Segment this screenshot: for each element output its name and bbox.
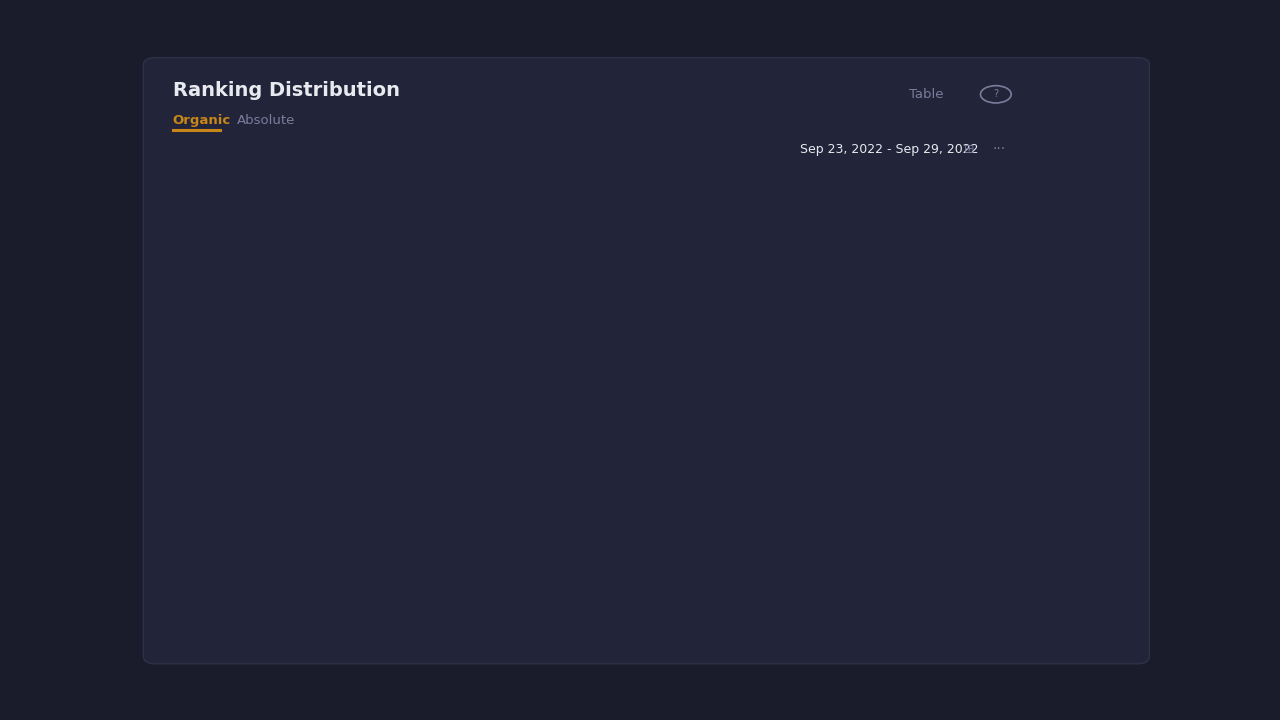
Text: 10.65%: 10.65% [289, 262, 335, 271]
Bar [279, 351, 344, 562]
Bar [781, 351, 846, 562]
Bar [404, 269, 470, 287]
Text: 6.94%: 6.94% [293, 230, 332, 240]
Bar [1032, 228, 1097, 269]
Text: 58.06%: 58.06% [540, 454, 585, 464]
Bar [906, 318, 972, 355]
Bar [530, 223, 595, 246]
Text: Stacked Column: Stacked Column [748, 88, 854, 101]
Text: 6.91%: 6.91% [419, 294, 457, 304]
Text: Ranking Distribution: Ranking Distribution [173, 81, 399, 100]
Bar [530, 316, 595, 357]
Text: Table: Table [909, 88, 943, 101]
Text: 5.07%: 5.07% [919, 229, 957, 239]
Bar [906, 225, 972, 243]
Text: Rank 1 - 3: Rank 1 - 3 [195, 621, 256, 631]
Bar [906, 355, 972, 562]
Bar [279, 248, 344, 286]
Bar [655, 360, 721, 562]
Text: 6.45%: 6.45% [419, 215, 457, 225]
Text: 6.45%: 6.45% [544, 230, 581, 240]
Bar [655, 318, 721, 360]
Text: Rank 4 - 10: Rank 4 - 10 [308, 621, 378, 631]
Bar [404, 232, 470, 269]
Bar [279, 286, 344, 312]
Text: 10.6%: 10.6% [419, 246, 457, 256]
Text: 59.72%: 59.72% [289, 451, 335, 462]
Bar [530, 284, 595, 316]
Text: 60.37%: 60.37% [1041, 450, 1087, 460]
Text: Organic: Organic [173, 114, 232, 127]
Text: 7.41%: 7.41% [795, 294, 832, 304]
Text: ⊞: ⊞ [964, 143, 974, 156]
Text: 57.14%: 57.14% [666, 456, 710, 466]
Text: 6.94%: 6.94% [795, 230, 832, 240]
Text: 59.45%: 59.45% [415, 451, 461, 462]
Bar [1032, 269, 1097, 289]
Text: 10.65%: 10.65% [791, 262, 836, 271]
Bar [781, 286, 846, 312]
Text: 11.11%: 11.11% [791, 326, 836, 336]
Bar [404, 311, 470, 352]
Text: 11.52%: 11.52% [415, 327, 461, 336]
Text: 6.45%: 6.45% [669, 225, 707, 235]
Text: 9.22%: 9.22% [1044, 328, 1083, 338]
Text: ···: ··· [992, 142, 1005, 156]
Text: 9.22%: 9.22% [544, 295, 581, 305]
Text: Rank 31 - 100: Rank 31 - 100 [654, 621, 739, 631]
Text: 9.68%: 9.68% [669, 296, 707, 306]
Bar [781, 312, 846, 351]
Text: 11.52%: 11.52% [540, 331, 585, 341]
Bar [655, 219, 721, 241]
Text: ?: ? [993, 89, 998, 99]
Text: 11.98%: 11.98% [666, 258, 710, 267]
Bar [530, 357, 595, 562]
Bar [279, 312, 344, 351]
Bar [655, 284, 721, 318]
Bar [655, 241, 721, 284]
Bar [906, 285, 972, 318]
Bar [781, 248, 846, 286]
Text: 7.83%: 7.83% [1044, 297, 1083, 307]
Text: ▾: ▾ [238, 145, 243, 155]
Text: 5.53%: 5.53% [1044, 274, 1083, 284]
Text: 7.41%: 7.41% [293, 294, 332, 304]
Text: 59.72%: 59.72% [791, 451, 836, 462]
Text: Absolute: Absolute [237, 114, 296, 127]
Bar [530, 246, 595, 284]
Text: Rank 11 - 20: Rank 11 - 20 [422, 621, 499, 631]
Text: Not Ranked: Not Ranked [778, 621, 850, 631]
Text: 11.11%: 11.11% [289, 326, 335, 336]
Text: 10.6%: 10.6% [919, 331, 957, 341]
Text: Daily: Daily [186, 142, 218, 155]
Bar [1032, 289, 1097, 316]
Bar [279, 223, 344, 248]
Text: Sep 23, 2022 - Sep 29, 2022: Sep 23, 2022 - Sep 29, 2022 [800, 143, 978, 156]
Text: Rank 21 - 30: Rank 21 - 30 [540, 621, 617, 631]
Bar [404, 209, 470, 232]
Bar [906, 243, 972, 285]
Text: 10.6%: 10.6% [544, 260, 581, 270]
Bar [1032, 316, 1097, 348]
Bar [404, 287, 470, 311]
Bar [1032, 209, 1097, 228]
Text: 11.98%: 11.98% [916, 259, 961, 269]
Text: 5.07%: 5.07% [419, 273, 457, 283]
Bar [1032, 348, 1097, 562]
Text: 11.52%: 11.52% [1041, 243, 1087, 253]
Text: 5.53%: 5.53% [1044, 214, 1083, 223]
Text: 11.98%: 11.98% [666, 334, 710, 344]
Bar [781, 223, 846, 248]
Bar [404, 352, 470, 562]
Text: 58.53%: 58.53% [915, 454, 961, 464]
Text: 9.22%: 9.22% [919, 297, 957, 307]
